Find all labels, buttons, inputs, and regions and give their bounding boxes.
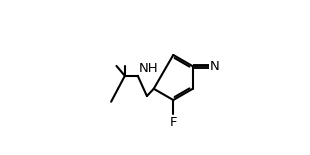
- Text: F: F: [170, 116, 177, 128]
- Text: NH: NH: [139, 62, 158, 75]
- Text: N: N: [210, 60, 220, 73]
